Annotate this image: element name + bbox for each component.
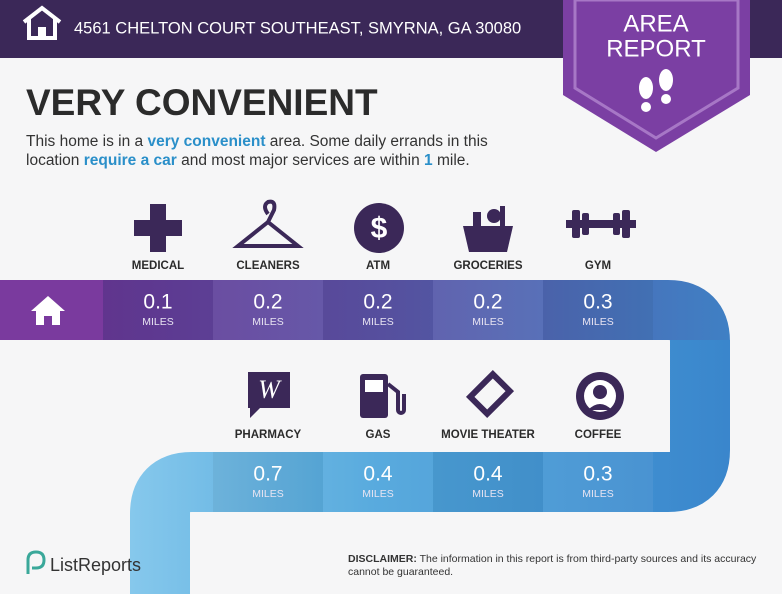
gym-icon <box>566 210 636 238</box>
address: 4561 CHELTON COURT SOUTHEAST, SMYRNA, GA… <box>74 19 521 37</box>
svg-text:W: W <box>258 375 282 404</box>
route-band <box>0 280 730 344</box>
home-cell-icon <box>31 296 65 325</box>
unit: MILES <box>362 316 394 328</box>
groceries-icon <box>463 206 513 252</box>
home-icon <box>22 5 62 40</box>
service-label: PHARMACY <box>235 429 302 441</box>
distance: 0.2 <box>253 291 282 314</box>
distance: 0.3 <box>583 291 612 314</box>
movie-icon <box>465 369 515 419</box>
distance: 0.2 <box>473 291 502 314</box>
cell <box>213 452 323 512</box>
cell <box>433 452 543 512</box>
highlight: very convenient <box>147 133 266 150</box>
unit: MILES <box>582 488 614 500</box>
badge-text: AREA <box>623 10 688 37</box>
text: location <box>26 152 84 169</box>
highlight: 1 <box>424 152 433 169</box>
cells <box>103 280 653 512</box>
highlight: require a car <box>83 152 177 169</box>
atm-symbol: $ <box>371 212 388 245</box>
coffee-icon <box>576 372 624 420</box>
distance: 0.3 <box>583 463 612 486</box>
medical-icon <box>134 204 182 252</box>
text: mile. <box>432 152 470 169</box>
cell <box>103 280 213 340</box>
distance: 0.7 <box>253 463 282 486</box>
disclaimer-label: DISCLAIMER: <box>348 553 417 565</box>
footer-logo: ListReports <box>26 550 141 575</box>
distance: 0.4 <box>473 463 503 486</box>
atm-icon <box>354 203 404 253</box>
pharmacy-icon: W <box>248 372 290 418</box>
disclaimer: DISCLAIMER: The information in this repo… <box>348 553 758 579</box>
service-label: GAS <box>366 429 391 441</box>
cell <box>543 280 653 340</box>
service-label: GROCERIES <box>453 260 522 272</box>
service-label: COFFEE <box>575 429 622 441</box>
unit: MILES <box>252 316 284 328</box>
service-label: CLEANERS <box>236 260 300 272</box>
unit: MILES <box>472 488 504 500</box>
cell <box>323 280 433 340</box>
cell <box>543 452 653 512</box>
headline: VERY CONVENIENT <box>26 82 378 123</box>
service-label: ATM <box>366 260 390 272</box>
logo-text: ListReports <box>50 555 141 575</box>
badge-border <box>573 0 740 140</box>
unit: MILES <box>362 488 394 500</box>
unit: MILES <box>252 488 284 500</box>
description: This home is in a very convenient area. … <box>26 132 566 170</box>
badge-text: REPORT <box>606 35 706 62</box>
unit: MILES <box>472 316 504 328</box>
gas-icon <box>360 374 406 418</box>
text: and most major services are within <box>176 152 425 169</box>
footprints <box>639 69 673 112</box>
distance: 0.4 <box>363 463 393 486</box>
distance: 0.1 <box>143 291 172 314</box>
cell <box>323 452 433 512</box>
icons: $ W <box>134 199 636 420</box>
disclaimer-text: The information in this report is from t… <box>348 553 757 578</box>
service-label: GYM <box>585 260 611 272</box>
distance: 0.2 <box>363 291 392 314</box>
route-band <box>130 340 730 594</box>
text: This home is in a <box>26 133 148 150</box>
service-label: MEDICAL <box>132 260 184 272</box>
cleaners-icon <box>232 199 304 248</box>
unit: MILES <box>582 316 614 328</box>
service-label: MOVIE THEATER <box>441 429 535 441</box>
cell <box>433 280 543 340</box>
text: area. Some daily errands in this <box>265 133 488 150</box>
badge <box>563 0 750 152</box>
cell <box>213 280 323 340</box>
unit: MILES <box>142 316 174 328</box>
